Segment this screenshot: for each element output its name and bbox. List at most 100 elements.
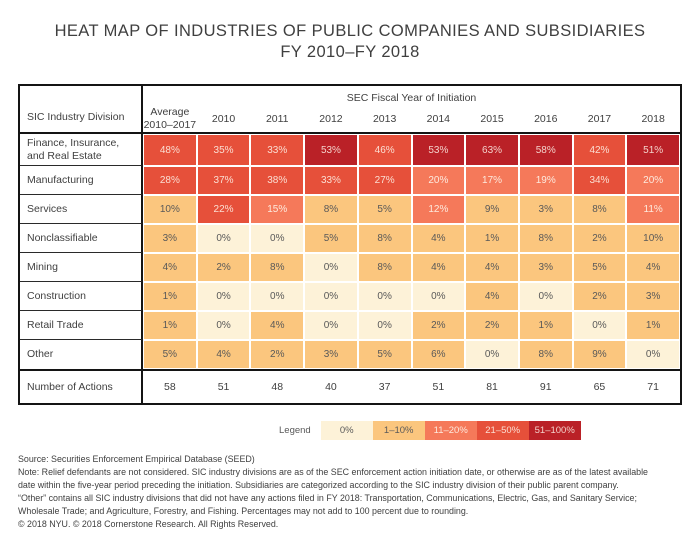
heatmap-cell: 2%: [466, 312, 518, 339]
legend-swatch: 11–20%: [424, 420, 477, 440]
heatmap-cell: 0%: [627, 341, 679, 368]
chart-title: HEAT MAP OF INDUSTRIES OF PUBLIC COMPANI…: [0, 21, 700, 63]
heatmap-cell: 10%: [627, 225, 679, 252]
row-label: Nonclassifiable: [20, 224, 143, 253]
heatmap-cell: 8%: [519, 225, 572, 252]
footer-line: Wholesale Trade; and Agriculture, Forest…: [18, 506, 469, 516]
heatmap-cell: 0%: [197, 312, 250, 339]
heatmap-cell: 48%: [144, 135, 196, 165]
heatmap-cell: 10%: [144, 196, 196, 223]
heatmap-cell: 4%: [627, 254, 679, 281]
heatmap-cell: 4%: [251, 312, 304, 339]
column-header-2014: 2014: [411, 105, 466, 134]
legend: Legend 0% 1–10% 11–20% 21–50% 51–100%: [279, 420, 581, 440]
totals-cell: 51: [196, 369, 251, 403]
column-header-2017: 2017: [572, 105, 627, 134]
heatmap-cell: 8%: [519, 341, 572, 368]
heatmap-cell: 11%: [627, 196, 679, 223]
heatmap-cell: 20%: [627, 167, 679, 194]
row-label: Other: [20, 340, 143, 369]
footer-notes: Source: Securities Enforcement Empirical…: [18, 453, 684, 531]
heatmap-cell: 2%: [573, 283, 626, 310]
heatmap-cell: 5%: [573, 254, 626, 281]
footer-line: date within the five-year period precedi…: [18, 480, 619, 490]
heatmap-cell: 8%: [305, 196, 357, 223]
totals-cell: 81: [465, 369, 519, 403]
totals-cell: 65: [572, 369, 627, 403]
column-header-2012: 2012: [304, 105, 358, 134]
heatmap-cell: 1%: [144, 312, 196, 339]
row-label: Mining: [20, 253, 143, 282]
heatmap-cell: 0%: [412, 283, 465, 310]
avg-header-line2: 2010–2017: [143, 118, 197, 131]
heatmap-cell: 3%: [144, 225, 196, 252]
heatmap-cell: 1%: [144, 283, 196, 310]
heatmap-cell: 8%: [358, 225, 411, 252]
heatmap-cell: 4%: [144, 254, 196, 281]
heatmap-cell: 58%: [519, 135, 572, 165]
heatmap-cell: 1%: [519, 312, 572, 339]
heatmap-cell: 8%: [251, 254, 304, 281]
row-label: Services: [20, 195, 143, 224]
heatmap-cell: 0%: [358, 312, 411, 339]
heatmap-cell: 0%: [251, 283, 304, 310]
heatmap-cell: 53%: [305, 135, 357, 165]
heatmap-cell: 0%: [197, 225, 250, 252]
column-header-average: Average 2010–2017: [143, 105, 197, 134]
column-header-2018: 2018: [626, 105, 680, 134]
heatmap-cell: 2%: [573, 225, 626, 252]
heatmap-cell: 0%: [305, 283, 357, 310]
row-label: Retail Trade: [20, 311, 143, 340]
row-label: Manufacturing: [20, 166, 143, 195]
heatmap-cell: 17%: [466, 167, 518, 194]
heatmap-cell: 0%: [305, 312, 357, 339]
footer-line: © 2018 NYU. © 2018 Cornerstone Research.…: [18, 519, 279, 529]
totals-cell: 40: [304, 369, 358, 403]
heatmap-cell: 37%: [197, 167, 250, 194]
heatmap-cell: 22%: [197, 196, 250, 223]
heatmap-cell: 2%: [412, 312, 465, 339]
heatmap-cell: 0%: [305, 254, 357, 281]
legend-label: Legend: [279, 424, 311, 436]
heatmap-cell: 3%: [519, 254, 572, 281]
heatmap-cell: 28%: [144, 167, 196, 194]
span-header: SEC Fiscal Year of Initiation: [346, 92, 477, 104]
heatmap-cell: 0%: [197, 283, 250, 310]
column-header-2015: 2015: [465, 105, 519, 134]
corner-header: SIC Industry Division: [20, 86, 143, 134]
heatmap-cell: 5%: [305, 225, 357, 252]
heatmap-cell: 0%: [251, 225, 304, 252]
heatmap-cell: 4%: [412, 254, 465, 281]
heatmap-cell: 46%: [358, 135, 411, 165]
legend-swatch: 1–10%: [372, 420, 425, 440]
heatmap-cell: 33%: [251, 135, 304, 165]
heatmap-cell: 5%: [358, 196, 411, 223]
row-label: Construction: [20, 282, 143, 311]
totals-cell: 58: [143, 369, 197, 403]
heatmap-cell: 4%: [412, 225, 465, 252]
heatmap-cell: 2%: [197, 254, 250, 281]
heatmap-cell: 38%: [251, 167, 304, 194]
heatmap-cell: 1%: [627, 312, 679, 339]
column-header-2011: 2011: [250, 105, 305, 134]
heatmap-cell: 4%: [466, 283, 518, 310]
heatmap-cell: 3%: [305, 341, 357, 368]
totals-cell: 51: [411, 369, 466, 403]
legend-swatch: 21–50%: [476, 420, 529, 440]
column-header-2010: 2010: [196, 105, 251, 134]
heatmap-cell: 5%: [144, 341, 196, 368]
heatmap-cell: 0%: [519, 283, 572, 310]
heatmap-cell: 12%: [412, 196, 465, 223]
heatmap-cell: 63%: [466, 135, 518, 165]
heatmap-cell: 53%: [412, 135, 465, 165]
column-header-2016: 2016: [518, 105, 573, 134]
heatmap-cell: 3%: [519, 196, 572, 223]
totals-cell: 37: [357, 369, 412, 403]
totals-cell: 71: [626, 369, 680, 403]
footer-line: Source: Securities Enforcement Empirical…: [18, 454, 255, 464]
heatmap-cell: 8%: [573, 196, 626, 223]
heatmap-cell: 3%: [627, 283, 679, 310]
column-header-2013: 2013: [357, 105, 412, 134]
heatmap-cell: 0%: [466, 341, 518, 368]
chart-title-line1: HEAT MAP OF INDUSTRIES OF PUBLIC COMPANI…: [54, 22, 646, 40]
